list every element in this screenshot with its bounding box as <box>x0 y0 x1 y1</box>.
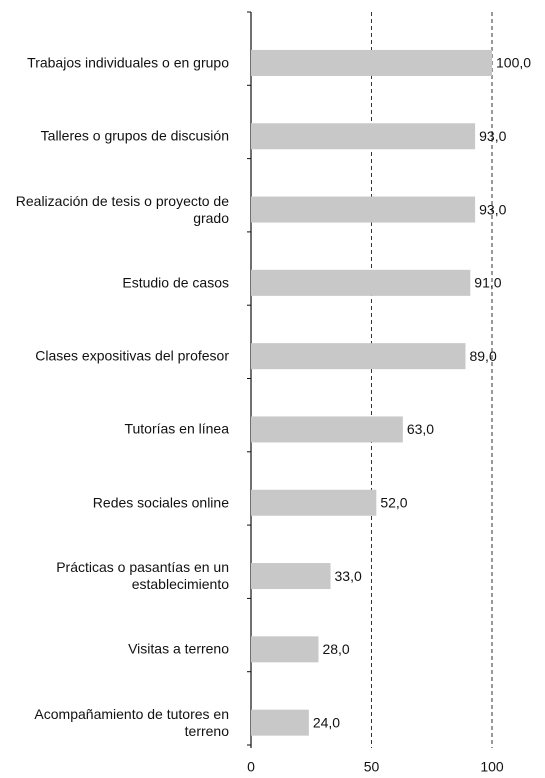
bar <box>251 636 319 663</box>
value-label: 91,0 <box>474 275 501 291</box>
y-tick-label: Prácticas o pasantías en un establecimie… <box>56 559 229 593</box>
bar <box>251 123 476 150</box>
value-label: 52,0 <box>380 494 407 510</box>
value-label: 89,0 <box>469 348 496 364</box>
y-tick-label: Trabajos individuales o en grupo <box>27 54 229 71</box>
y-tick-label: Acompañamiento de tutores en terreno <box>34 705 229 739</box>
bar <box>251 196 476 223</box>
value-label: 93,0 <box>479 128 506 144</box>
value-label: 33,0 <box>335 568 362 584</box>
bar <box>251 416 403 443</box>
bar <box>251 489 377 516</box>
bar <box>251 49 492 76</box>
bar <box>251 709 309 736</box>
y-tick-label: Redes sociales online <box>92 494 229 511</box>
y-tick-label: Estudio de casos <box>122 274 229 291</box>
y-tick-label: Talleres o grupos de discusión <box>40 127 229 144</box>
x-tick-label: 0 <box>247 759 255 775</box>
bar <box>251 269 471 296</box>
bar <box>251 343 466 370</box>
value-label: 100,0 <box>496 55 531 71</box>
value-label: 24,0 <box>313 714 340 730</box>
y-tick-label: Clases expositivas del profesor <box>35 347 229 364</box>
bar <box>251 563 331 590</box>
value-label: 93,0 <box>479 201 506 217</box>
x-tick-label: 100 <box>480 759 504 775</box>
y-tick-label: Tutorías en línea <box>124 420 229 437</box>
value-label: 28,0 <box>322 641 349 657</box>
x-tick-label: 50 <box>364 759 380 775</box>
value-label: 63,0 <box>407 421 434 437</box>
y-tick-label: Realización de tesis o proyecto de grado <box>15 192 229 226</box>
y-tick-label: Visitas a terreno <box>128 640 229 657</box>
